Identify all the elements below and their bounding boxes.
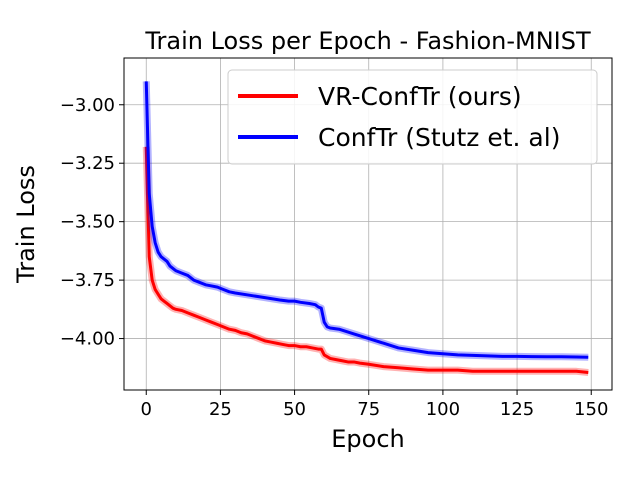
x-tick-label: 75 [357,399,380,420]
series-line-1 [144,81,589,359]
legend-box [227,69,598,165]
x-axis: 0 25 50 75 100 125 150 [141,390,608,420]
y-tick-label: −3.00 [60,95,115,116]
y-axis-label: Train Loss [12,165,40,284]
y-axis: −3.00 −3.25 −3.50 −3.75 −4.00 [60,95,124,350]
y-tick-label: −3.50 [60,212,115,233]
y-tick-label: −3.75 [60,270,115,291]
series-line-0 [144,146,589,374]
legend: VR-ConfTr (ours) ConfTr (Stutz et. al) [227,69,598,165]
x-tick-label: 150 [574,399,608,420]
y-tick-label: −4.00 [60,329,115,350]
plot-frame [123,57,613,391]
x-tick-label: 50 [283,399,306,420]
legend-label: VR-ConfTr (ours) [318,82,522,111]
series-layer [142,81,589,376]
y-tick-label: −3.25 [60,153,115,174]
x-tick-label: 100 [426,399,460,420]
x-axis-label: Epoch [331,425,405,453]
x-tick-label: 25 [209,399,232,420]
chart-title: Train Loss per Epoch - Fashion-MNIST [144,27,591,55]
x-tick-label: 0 [141,399,152,420]
x-tick-label: 125 [500,399,534,420]
legend-label: ConfTr (Stutz et. al) [318,123,560,152]
